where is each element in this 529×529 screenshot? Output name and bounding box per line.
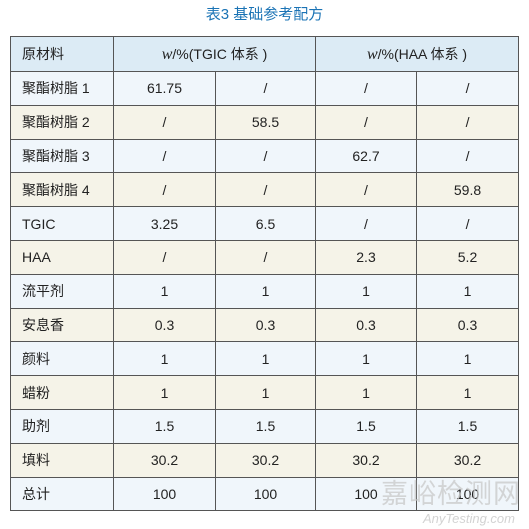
value-cell: / <box>215 239 316 275</box>
value-cell: 1.5 <box>415 408 520 444</box>
value-cell: / <box>113 172 216 208</box>
material-name: 颜料 <box>10 341 114 377</box>
value-cell: 61.75 <box>113 71 216 106</box>
material-name: 蜡粉 <box>10 375 114 410</box>
table-row: 聚酯树脂 1 61.75// / <box>10 71 520 106</box>
material-name: 填料 <box>10 442 114 478</box>
table-row: 安息香 0.3 0.3 0.3 0.3 <box>10 307 520 343</box>
value-cell: / <box>415 206 520 241</box>
table-row: 填料 30.2 30.2 30.2 30.2 <box>10 442 520 478</box>
value-cell: / <box>215 172 316 208</box>
value-cell: / <box>113 104 216 140</box>
value-cell: 0.3 <box>215 307 316 343</box>
material-name: TGIC <box>10 206 114 241</box>
material-name: 聚酯树脂 2 <box>10 104 114 140</box>
header-haa-system: w/%(HAA 体系 ) <box>314 36 520 72</box>
value-cell: 1.5 <box>215 408 316 444</box>
table-row: 聚酯树脂 3//62.7/ <box>10 138 520 174</box>
header-tgic-system: w/%(TGIC 体系 ) <box>113 36 316 72</box>
table-row: TGIC 3.25 6.5// <box>10 206 520 241</box>
value-cell: 3.25 <box>113 206 216 241</box>
table-title: 表3 基础参考配方 <box>205 6 324 23</box>
value-cell: 1 <box>415 375 520 410</box>
value-cell: 1 <box>113 273 216 309</box>
value-cell: 1 <box>215 341 316 377</box>
material-name: 总计 <box>10 476 114 512</box>
watermark-logo-cn: 嘉峪检测网 <box>381 479 521 510</box>
material-name: 聚酯树脂 4 <box>10 172 114 208</box>
table-row: 流平剂 1 1 1 1 <box>10 273 520 309</box>
value-cell: 0.3 <box>315 307 417 343</box>
material-name: 助剂 <box>10 408 114 444</box>
value-cell: / <box>415 104 520 140</box>
value-cell: 1 <box>415 341 520 377</box>
value-cell: 5.2 <box>415 239 520 275</box>
value-cell: 100 <box>415 476 520 512</box>
value-cell: 1 <box>215 375 316 410</box>
value-cell: 1 <box>113 341 216 377</box>
value-cell: 1 <box>315 273 417 309</box>
table-row: HAA //2.3 5.2 <box>10 239 520 275</box>
value-cell: 62.7 <box>315 138 417 174</box>
header-row: 原材料 w/%(TGIC 体系 ) w/%(HAA 体系 ) <box>10 36 520 72</box>
table-row: 总计 100 100 100 100 <box>10 476 520 512</box>
material-name: 聚酯树脂 1 <box>10 71 114 106</box>
value-cell: 30.2 <box>113 442 216 478</box>
value-cell: / <box>215 71 316 106</box>
value-cell: / <box>113 138 216 174</box>
material-name: 流平剂 <box>10 273 114 309</box>
value-cell: 30.2 <box>215 442 316 478</box>
value-cell: 1 <box>315 375 417 410</box>
value-cell: 100 <box>315 476 417 512</box>
value-cell: / <box>415 138 520 174</box>
value-cell: 59.8 <box>415 172 520 208</box>
watermark-logo-en: AnyTesting.com <box>422 511 515 526</box>
value-cell: 58.5 <box>215 104 316 140</box>
value-cell: 30.2 <box>315 442 417 478</box>
value-cell: 100 <box>215 476 316 512</box>
material-name: 聚酯树脂 3 <box>10 138 114 174</box>
formula-table: 原材料 w/%(TGIC 体系 ) w/%(HAA 体系 ) 聚酯树脂 1 61.… <box>10 36 520 512</box>
value-cell: 1 <box>415 273 520 309</box>
value-cell: / <box>415 71 520 106</box>
value-cell: 0.3 <box>415 307 520 343</box>
material-name: 安息香 <box>10 307 114 343</box>
value-cell: 1.5 <box>315 408 417 444</box>
value-cell: 0.3 <box>113 307 216 343</box>
value-cell: 6.5 <box>215 206 316 241</box>
value-cell: 1 <box>113 375 216 410</box>
value-cell: / <box>315 172 417 208</box>
value-cell: / <box>315 104 417 140</box>
value-cell: / <box>113 239 216 275</box>
value-cell: 1 <box>315 341 417 377</box>
table-row: 颜料 1 1 1 1 <box>10 341 520 377</box>
value-cell: 1 <box>215 273 316 309</box>
value-cell: 2.3 <box>315 239 417 275</box>
table-row: 助剂 1.5 1.5 1.5 1.5 <box>10 408 520 444</box>
material-name: HAA <box>10 239 114 275</box>
value-cell: / <box>315 206 417 241</box>
value-cell: 100 <box>113 476 216 512</box>
value-cell: 30.2 <box>415 442 520 478</box>
table-row: 蜡粉 1 1 1 1 <box>10 375 520 410</box>
table-row: 聚酯树脂 2/58.5// <box>10 104 520 140</box>
value-cell: / <box>215 138 316 174</box>
value-cell: / <box>315 71 417 106</box>
value-cell: 1.5 <box>113 408 216 444</box>
table-row: 聚酯树脂 4///59.8 <box>10 172 520 208</box>
header-material: 原材料 <box>10 36 114 72</box>
